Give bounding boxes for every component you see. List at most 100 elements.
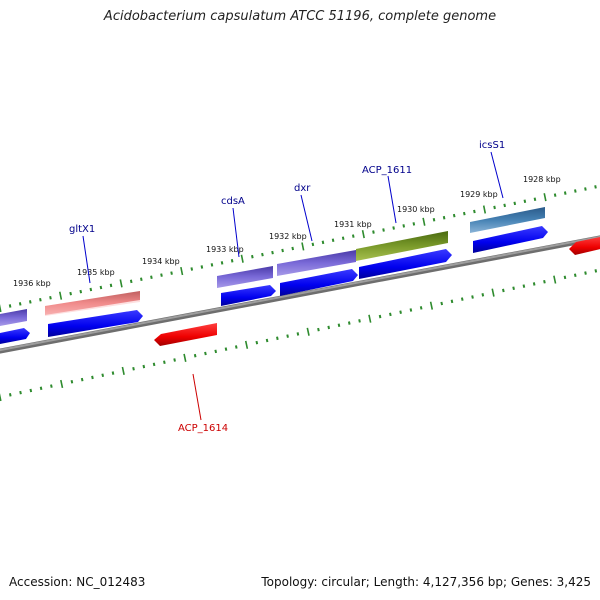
major-tick: [183, 353, 187, 362]
minor-tick: [251, 254, 254, 259]
cds-arrow-forward[interactable]: [0, 328, 30, 344]
gene-label-ACP_1614[interactable]: ACP_1614: [178, 423, 228, 434]
major-tick: [0, 393, 2, 402]
minor-tick: [389, 312, 392, 317]
minor-tick: [337, 323, 341, 328]
minor-tick: [220, 261, 224, 265]
minor-tick: [523, 199, 527, 204]
major-tick: [361, 230, 365, 239]
major-tick: [58, 291, 63, 300]
minor-tick: [321, 240, 325, 245]
minor-tick: [276, 336, 279, 341]
minor-tick: [317, 327, 320, 332]
minor-tick: [79, 289, 83, 294]
minor-tick: [28, 300, 32, 304]
minor-tick: [111, 371, 115, 375]
minor-tick: [442, 215, 446, 220]
gene-label-icsS1[interactable]: icsS1: [479, 140, 505, 151]
minor-tick: [412, 222, 416, 226]
minor-tick: [18, 302, 22, 306]
gene-label-ACP_1611[interactable]: ACP_1611: [362, 165, 412, 176]
cds-arrow-forward[interactable]: [221, 285, 276, 306]
tick-label-1930-kbp: 1930 kbp: [397, 205, 435, 214]
minor-tick: [372, 230, 375, 234]
tick-labels: 1936 kbp 1935 kbp 1934 kbp 1933 kbp 1932…: [13, 175, 561, 288]
minor-tick: [440, 301, 444, 306]
minor-tick: [327, 325, 331, 330]
minor-tick: [281, 248, 284, 253]
major-tick: [0, 303, 2, 313]
minor-tick: [563, 191, 567, 195]
major-tick: [543, 193, 547, 202]
minor-tick: [347, 321, 351, 325]
minor-tick: [91, 375, 94, 380]
cds-arrow-reverse[interactable]: [569, 236, 600, 255]
minor-tick: [463, 211, 466, 216]
cds-arrow-forward[interactable]: [48, 310, 143, 337]
major-tick: [306, 327, 310, 336]
genome-backbone: [0, 235, 600, 354]
cds-arrow-forward[interactable]: [473, 226, 548, 253]
minor-tick: [378, 314, 382, 319]
feature-block-ACP_1611[interactable]: [356, 231, 448, 261]
minor-tick: [170, 271, 173, 275]
cds-arrow-forward[interactable]: [280, 269, 358, 296]
minor-tick: [99, 285, 103, 290]
gene-label-dxr[interactable]: dxr: [294, 183, 311, 194]
minor-tick: [311, 242, 315, 247]
major-tick: [482, 205, 487, 214]
minor-tick: [432, 217, 436, 222]
minor-tick: [163, 360, 166, 364]
gene-label-gltX1[interactable]: gltX1: [69, 224, 95, 235]
minor-tick: [8, 304, 12, 308]
minor-tick: [193, 353, 197, 358]
minor-tick: [286, 334, 289, 338]
tick-label-1933-kbp: 1933 kbp: [206, 245, 244, 254]
minor-tick: [473, 209, 476, 214]
minor-tick: [341, 236, 345, 240]
feature-block-cdsA[interactable]: [217, 266, 273, 288]
cds-arrow-forward[interactable]: [359, 249, 452, 279]
minor-tick: [584, 187, 587, 191]
minor-tick: [150, 275, 153, 279]
minor-tick: [70, 380, 74, 384]
minor-tick: [255, 340, 259, 345]
minor-tick: [460, 297, 464, 301]
minor-tick: [69, 291, 72, 296]
major-tick: [553, 275, 557, 284]
minor-tick: [214, 349, 218, 354]
tick-label-1934-kbp: 1934 kbp: [142, 257, 180, 266]
minor-tick: [513, 201, 517, 206]
feature-block-icsS1[interactable]: [470, 207, 545, 233]
minor-tick: [234, 345, 238, 349]
feature-block-left-edge[interactable]: [0, 309, 27, 326]
minor-tick: [409, 308, 413, 312]
major-tick: [491, 288, 495, 297]
tick-label-1929-kbp: 1929 kbp: [460, 190, 498, 199]
minor-tick: [493, 205, 496, 210]
accession-text: Accession: NC_012483: [9, 575, 146, 589]
minor-tick: [210, 263, 214, 267]
minor-tick: [19, 390, 22, 395]
minor-tick: [574, 189, 577, 193]
minor-tick: [39, 298, 42, 302]
minor-tick: [29, 388, 33, 393]
major-tick: [121, 366, 125, 375]
minor-tick: [204, 351, 207, 356]
outer-tick-ruler: [0, 185, 597, 313]
gene-label-cdsA[interactable]: cdsA: [221, 196, 245, 207]
minor-tick: [142, 364, 146, 369]
minor-tick: [230, 259, 234, 263]
minor-tick: [129, 279, 133, 284]
tick-label-1935-kbp: 1935 kbp: [77, 268, 115, 277]
minor-tick: [452, 213, 456, 218]
minor-tick: [402, 224, 406, 228]
feature-block-gltX1[interactable]: [45, 291, 140, 316]
feature-block-dxr[interactable]: [277, 250, 356, 276]
minor-tick: [140, 277, 143, 282]
cds-arrow-reverse[interactable]: [154, 323, 217, 346]
minor-tick: [584, 271, 587, 275]
minor-tick: [399, 310, 402, 314]
feature-track: [0, 207, 545, 326]
